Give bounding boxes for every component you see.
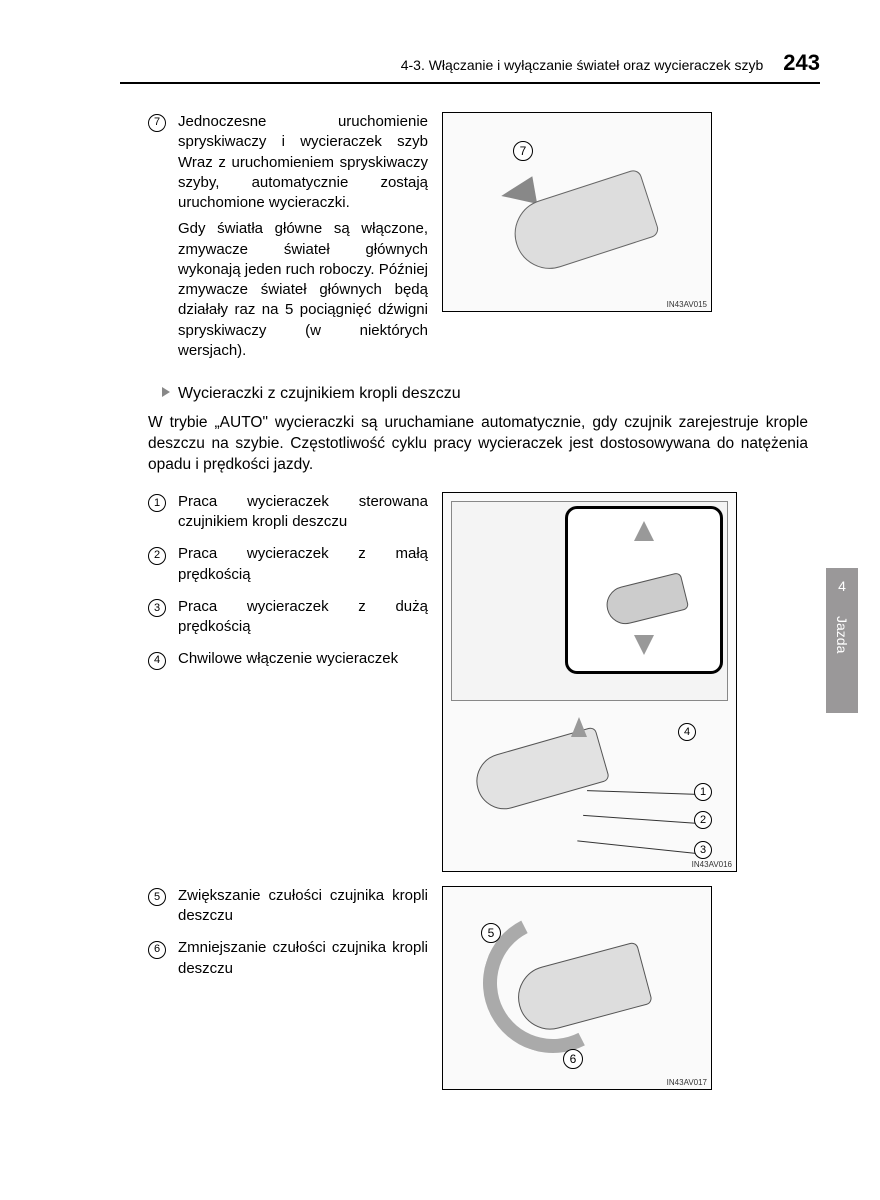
list-item: 4 Chwilowe włączenie wycieraczek [148, 649, 428, 670]
marker-1: 1 [148, 494, 166, 512]
rain-sensor-list: 1 Praca wycieraczek sterowana czujnikiem… [148, 492, 428, 872]
list-item: 6 Zmniejszanie czułości czujnika kropli … [148, 938, 428, 979]
item-7-block: 7 Jednoczesne uruchomienie spryskiwaczy … [148, 112, 820, 367]
rain-sensor-intro: W trybie „AUTO" wycieraczki są uruchamia… [148, 413, 808, 476]
figure-3: 5 6 IN43AV017 [442, 886, 712, 1090]
item-7-title: Jednoczesne uruchomienie spryskiwaczy i … [178, 112, 428, 153]
list-item: 1 Praca wycieraczek sterowana czujnikiem… [148, 492, 428, 533]
marker-5: 5 [148, 888, 166, 906]
rain-sensor-heading-text: Wycieraczki z czujnikiem kropli deszczu [178, 385, 461, 402]
marker-6: 6 [148, 941, 166, 959]
header-rule [120, 82, 820, 84]
figure-2: 4 1 2 3 IN43AV016 [442, 492, 737, 872]
callout-4-icon: 4 [678, 723, 696, 741]
list-item-text: Praca wycieraczek z dużą prędkością [178, 597, 428, 638]
page-number: 243 [783, 50, 820, 76]
marker-7: 7 [148, 114, 166, 132]
chapter-tab: 4 Jazda [826, 568, 858, 713]
figure-1-code: IN43AV015 [667, 300, 707, 309]
rain-sensor-heading: Wycieraczki z czujnikiem kropli deszczu [162, 385, 820, 403]
sensitivity-list: 5 Zwiększanie czułości czujnika kropli d… [148, 886, 428, 1090]
item-7-p2: Gdy światła główne są włączone, zmywacze… [178, 219, 428, 361]
list-item-text: Chwilowe włączenie wycieraczek [178, 649, 398, 670]
list-item-text: Zmniejszanie czułości czujnika kropli de… [178, 938, 428, 979]
callout-5-icon: 5 [481, 923, 501, 943]
list-item-text: Praca wycieraczek z małą prędkością [178, 544, 428, 585]
callout-2-icon: 2 [694, 811, 712, 829]
section-title: 4-3. Włączanie i wyłączanie świateł oraz… [401, 57, 764, 73]
item-7-p1: Wraz z uruchomieniem spryskiwaczy szyby,… [178, 153, 428, 214]
callout-7-icon: 7 [513, 141, 533, 161]
figure-2-code: IN43AV016 [692, 860, 732, 869]
callout-3-icon: 3 [694, 841, 712, 859]
marker-3: 3 [148, 599, 166, 617]
list-item: 3 Praca wycieraczek z dużą prędkością [148, 597, 428, 638]
list-item-text: Zwiększanie czułości czujnika kropli des… [178, 886, 428, 927]
list-item: 2 Praca wycieraczek z małą prędkością [148, 544, 428, 585]
callout-1-icon: 1 [694, 783, 712, 801]
callout-6-icon: 6 [563, 1049, 583, 1069]
figure-3-code: IN43AV017 [667, 1078, 707, 1087]
chapter-number: 4 [838, 578, 846, 594]
marker-2: 2 [148, 547, 166, 565]
list-item: 5 Zwiększanie czułości czujnika kropli d… [148, 886, 428, 927]
chapter-label: Jazda [834, 616, 850, 653]
list-item-text: Praca wycieraczek sterowana czujnikiem k… [178, 492, 428, 533]
marker-4: 4 [148, 652, 166, 670]
triangle-bullet-icon [162, 387, 170, 397]
page-header: 4-3. Włączanie i wyłączanie świateł oraz… [120, 50, 820, 76]
figure-1: 7 IN43AV015 [442, 112, 712, 312]
